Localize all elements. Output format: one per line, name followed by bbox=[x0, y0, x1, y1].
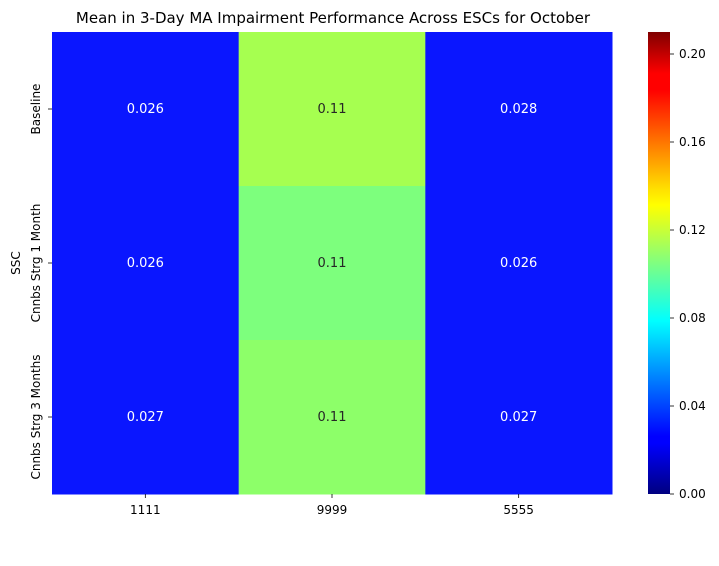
heatmap-cells bbox=[52, 32, 613, 495]
colorbar-ticks: 0.00 0.04 0.08 0.12 0.16 0.20 bbox=[670, 47, 706, 501]
cell-value-label: 0.027 bbox=[500, 410, 537, 425]
heatmap-cell bbox=[425, 32, 613, 187]
heatmap-cell bbox=[425, 340, 613, 495]
cell-value-label: 0.11 bbox=[318, 256, 347, 271]
heatmap-cell bbox=[52, 32, 240, 187]
heatmap-cell bbox=[238, 32, 426, 187]
x-tick-label: 5555 bbox=[503, 503, 534, 517]
colorbar-tick-label: 0.12 bbox=[679, 223, 706, 237]
heatmap-cell bbox=[238, 340, 426, 495]
cell-value-label: 0.026 bbox=[500, 256, 537, 271]
y-axis-ticks: Baseline Cnnbs Strg 1 Month Cnnbs Strg 3 M… bbox=[29, 84, 52, 480]
heatmap-cell bbox=[52, 186, 240, 341]
cell-value-label: 0.11 bbox=[318, 102, 347, 117]
y-tick-label: Cnnbs Strg 1 Month bbox=[29, 204, 43, 323]
colorbar-tick-label: 0.16 bbox=[679, 135, 706, 149]
colorbar-tick-label: 0.08 bbox=[679, 311, 706, 325]
cell-value-label: 0.027 bbox=[127, 410, 164, 425]
cell-value-label: 0.028 bbox=[500, 102, 537, 117]
cell-annotations: 0.026 0.11 0.028 0.026 0.11 0.026 0.027 0.11 0.0… bbox=[127, 102, 538, 425]
cell-value-label: 0.026 bbox=[127, 256, 164, 271]
heatmap-cell bbox=[52, 340, 240, 495]
cell-value-label: 0.11 bbox=[318, 410, 347, 425]
heatmap-cell bbox=[238, 186, 426, 341]
cell-value-label: 0.026 bbox=[127, 102, 164, 117]
colorbar-tick-label: 0.04 bbox=[679, 399, 706, 413]
colorbar-tick-label: 0.00 bbox=[679, 487, 706, 501]
heatmap-cell bbox=[425, 186, 613, 341]
y-tick-label: Baseline bbox=[29, 84, 43, 135]
chart-title: Mean in 3-Day MA Impairment Performance … bbox=[76, 9, 591, 27]
y-tick-label: Cnnbs Strg 3 Months bbox=[29, 354, 43, 479]
colorbar-tick-label: 0.20 bbox=[679, 47, 706, 61]
y-axis-label: SSC bbox=[9, 251, 23, 275]
x-tick-label: 9999 bbox=[317, 503, 348, 517]
x-axis-ticks: 1111 9999 5555 bbox=[130, 494, 534, 517]
colorbar bbox=[648, 32, 670, 494]
x-tick-label: 1111 bbox=[130, 503, 161, 517]
